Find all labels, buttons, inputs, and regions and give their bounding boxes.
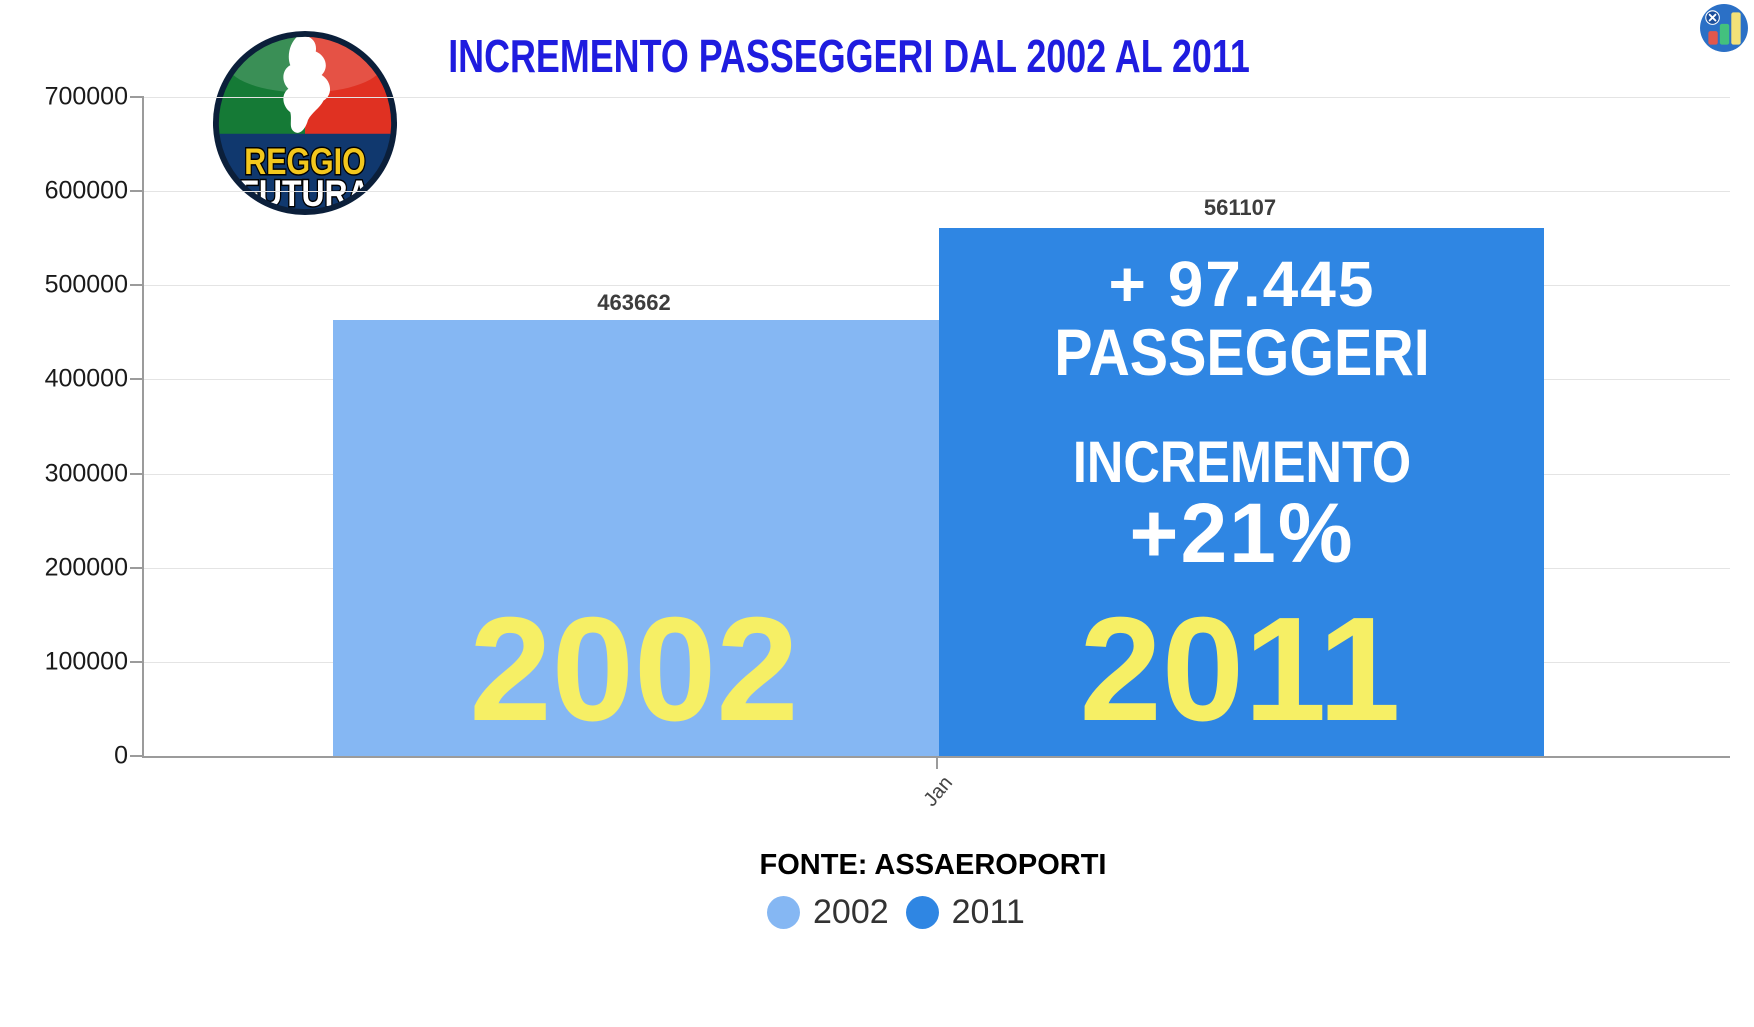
calabria-silhouette-icon (283, 36, 330, 133)
chart-title: INCREMENTO PASSEGGERI DAL 2002 AL 2011 (448, 30, 1250, 82)
logo-text-reggio: REGGIO (244, 140, 365, 182)
legend-item-2011[interactable]: 2011 (905, 893, 1025, 932)
bar-value-2011: 561107 (1203, 195, 1277, 220)
annotation-passengers-delta: + 97.445 (1108, 248, 1376, 320)
y-axis-label: 200000 (44, 553, 128, 582)
y-axis-tick (130, 190, 144, 193)
app-icon-badge-glyph (1708, 13, 1717, 22)
y-axis-tick (130, 566, 144, 569)
app-icon-bar-red (1708, 31, 1718, 45)
logo-gloss (226, 36, 384, 93)
chart-legend: 2002 2011 (767, 893, 1025, 932)
y-axis-tick (130, 284, 144, 287)
annotation-increment-word: INCREMENTO (1072, 430, 1412, 495)
bar-value-2002: 463662 (597, 290, 671, 315)
y-axis-label: 600000 (44, 176, 128, 205)
year-label-2011: 2011 (1079, 587, 1401, 752)
gridline (144, 285, 1730, 287)
x-axis-tick (936, 757, 938, 769)
y-axis-tick (130, 472, 144, 475)
legend-item-2002[interactable]: 2002 (767, 893, 889, 932)
y-axis-tick (130, 660, 144, 663)
gridline (144, 191, 1730, 193)
logo-text-futura: FUTURA (239, 172, 370, 214)
bar-2002 (333, 319, 939, 756)
bar-2011 (939, 227, 1544, 756)
year-label-2002: 2002 (469, 587, 799, 752)
y-axis-label: 500000 (44, 270, 128, 299)
app-icon-bar-green (1719, 23, 1730, 45)
y-axis-tick (130, 755, 144, 757)
legend-swatch (767, 896, 800, 929)
y-axis-label: 100000 (44, 647, 128, 676)
source-label: FONTE: ASSAEROPORTI (759, 849, 1107, 881)
x-axis-label-jan: Jan (919, 772, 957, 811)
y-axis-label: 400000 (44, 364, 128, 393)
y-axis-tick (130, 96, 144, 98)
app-icon-bar-yellow (1731, 12, 1741, 45)
y-axis-label: 700000 (44, 82, 128, 111)
annotation-passengers-word: PASSEGGERI (1054, 315, 1430, 389)
chart-app-icon[interactable] (1699, 3, 1749, 53)
plot-area: 0 100000 200000 300000 400000 500000 600000 700… (45, 83, 1730, 770)
legend-swatch (905, 896, 939, 929)
gridline (144, 97, 1730, 98)
y-axis-label: 0 (114, 741, 128, 770)
y-axis-tick (130, 378, 144, 381)
y-axis-label: 300000 (44, 459, 128, 488)
legend-label: 2002 (813, 893, 889, 931)
annotation-increment-percent: +21% (1129, 486, 1355, 580)
legend-label: 2011 (951, 893, 1025, 931)
reggio-futura-logo: REGGIO FUTURA (212, 30, 398, 216)
